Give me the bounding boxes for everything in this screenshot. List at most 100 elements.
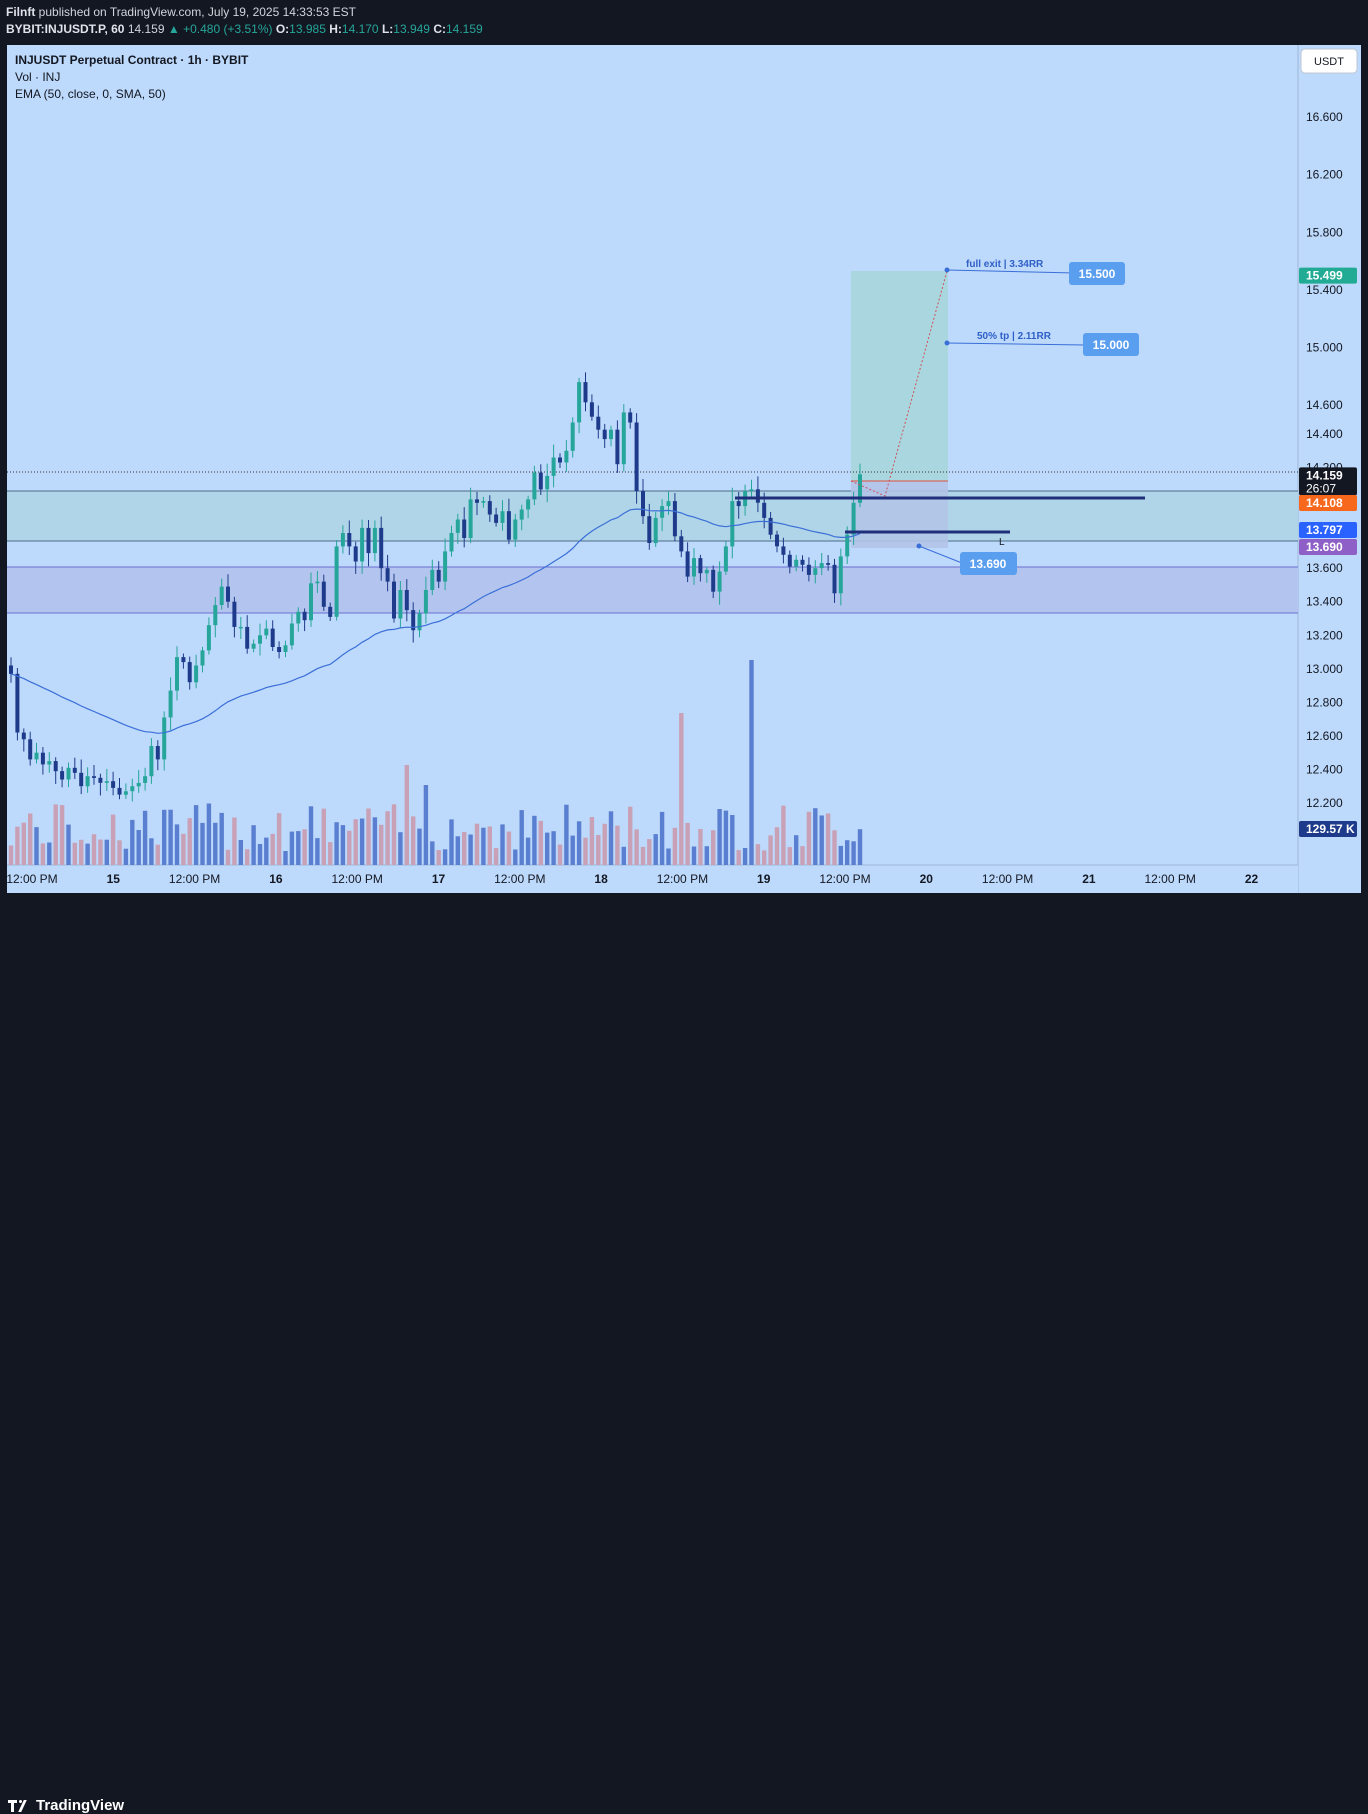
plot-background[interactable] <box>7 45 1298 893</box>
volume-legend[interactable]: Vol · INJ <box>15 70 60 84</box>
candle-body[interactable] <box>98 777 103 783</box>
candle-body[interactable] <box>111 781 116 788</box>
candle-body[interactable] <box>858 474 862 503</box>
candle-body[interactable] <box>232 601 237 627</box>
candle-body[interactable] <box>545 475 550 490</box>
demand-zone[interactable] <box>7 567 1298 613</box>
candle-body[interactable] <box>321 581 326 607</box>
candle-body[interactable] <box>315 581 320 584</box>
candle-body[interactable] <box>423 590 428 614</box>
candle-body[interactable] <box>589 402 594 417</box>
candle-body[interactable] <box>794 559 799 567</box>
candle-body[interactable] <box>194 665 199 683</box>
candle-body[interactable] <box>723 546 728 572</box>
candle-body[interactable] <box>787 554 792 567</box>
candle-body[interactable] <box>532 472 537 500</box>
candle-body[interactable] <box>155 746 160 760</box>
candle-body[interactable] <box>187 662 192 683</box>
candle-body[interactable] <box>130 786 135 792</box>
candle-body[interactable] <box>500 511 505 523</box>
candle-body[interactable] <box>487 501 492 515</box>
candle-body[interactable] <box>704 569 709 574</box>
candle-body[interactable] <box>143 776 148 783</box>
currency-button[interactable]: USDT <box>1300 48 1358 74</box>
candle-body[interactable] <box>417 613 422 631</box>
candle-body[interactable] <box>513 519 518 540</box>
candle-body[interactable] <box>506 511 511 540</box>
candle-body[interactable] <box>736 501 741 507</box>
candle-body[interactable] <box>647 516 652 543</box>
candle-body[interactable] <box>564 450 569 463</box>
candle-body[interactable] <box>379 527 384 569</box>
ema-line[interactable] <box>10 508 861 734</box>
candle-body[interactable] <box>200 650 205 666</box>
candle-body[interactable] <box>168 690 173 718</box>
candle-body[interactable] <box>596 416 601 430</box>
candle-body[interactable] <box>309 583 313 621</box>
candle-body[interactable] <box>481 501 486 503</box>
candle-body[interactable] <box>149 746 154 777</box>
candle-body[interactable] <box>366 527 371 554</box>
candle-body[interactable] <box>468 499 473 538</box>
candle-body[interactable] <box>475 499 479 503</box>
candle-body[interactable] <box>449 533 454 552</box>
full-exit-annotation[interactable]: full exit | 3.34RR 15.500 <box>944 259 1126 285</box>
candle-body[interactable] <box>768 517 773 535</box>
candle-body[interactable] <box>258 635 262 644</box>
candle-body[interactable] <box>551 457 556 476</box>
candle-body[interactable] <box>392 581 396 619</box>
candle-body[interactable] <box>615 429 620 465</box>
candle-body[interactable] <box>672 501 677 537</box>
candle-body[interactable] <box>436 569 441 582</box>
candle-body[interactable] <box>730 501 735 547</box>
candle-body[interactable] <box>181 657 186 663</box>
candle-body[interactable] <box>117 787 122 795</box>
candle-body[interactable] <box>692 558 696 577</box>
candle-body[interactable] <box>845 534 850 557</box>
candle-body[interactable] <box>238 626 243 629</box>
candle-body[interactable] <box>353 546 358 562</box>
candle-body[interactable] <box>800 559 805 565</box>
candle-body[interactable] <box>47 761 52 765</box>
price-chart[interactable]: L full exit | 3.34RR 15.500 50% tp | 2.1… <box>0 0 1368 895</box>
candle-body[interactable] <box>430 569 435 590</box>
candle-body[interactable] <box>851 502 856 535</box>
candle-body[interactable] <box>92 776 96 778</box>
candle-body[interactable] <box>372 527 377 554</box>
candle-body[interactable] <box>251 643 256 649</box>
candle-body[interactable] <box>226 586 230 602</box>
candle-body[interactable] <box>334 546 339 617</box>
tradingview-logo[interactable]: TradingView <box>8 1797 124 1814</box>
candle-body[interactable] <box>53 761 58 772</box>
candle-body[interactable] <box>666 501 671 507</box>
candle-body[interactable] <box>9 665 13 674</box>
candle-body[interactable] <box>213 605 218 626</box>
candle-body[interactable] <box>455 519 460 533</box>
candle-body[interactable] <box>685 551 690 577</box>
publisher-name[interactable]: Filnft <box>6 5 36 19</box>
candle-body[interactable] <box>781 546 786 555</box>
candle-body[interactable] <box>219 586 224 605</box>
candle-body[interactable] <box>621 412 626 465</box>
candle-body[interactable] <box>538 472 543 490</box>
candle-body[interactable] <box>558 457 562 463</box>
candles[interactable] <box>9 372 862 802</box>
candle-body[interactable] <box>385 568 390 582</box>
candle-body[interactable] <box>302 611 307 621</box>
candle-body[interactable] <box>175 657 179 691</box>
time-axis[interactable] <box>7 865 1298 893</box>
candle-body[interactable] <box>653 517 658 544</box>
candle-body[interactable] <box>660 506 665 518</box>
candle-body[interactable] <box>519 509 524 520</box>
candle-body[interactable] <box>494 514 499 523</box>
candle-body[interactable] <box>28 739 33 760</box>
candle-body[interactable] <box>296 611 301 624</box>
candle-body[interactable] <box>72 767 77 773</box>
candle-body[interactable] <box>570 422 575 451</box>
candle-body[interactable] <box>66 767 71 780</box>
candle-body[interactable] <box>264 628 269 636</box>
candle-body[interactable] <box>679 536 684 552</box>
candle-body[interactable] <box>21 732 26 740</box>
candle-body[interactable] <box>15 673 20 733</box>
candle-body[interactable] <box>819 563 824 569</box>
